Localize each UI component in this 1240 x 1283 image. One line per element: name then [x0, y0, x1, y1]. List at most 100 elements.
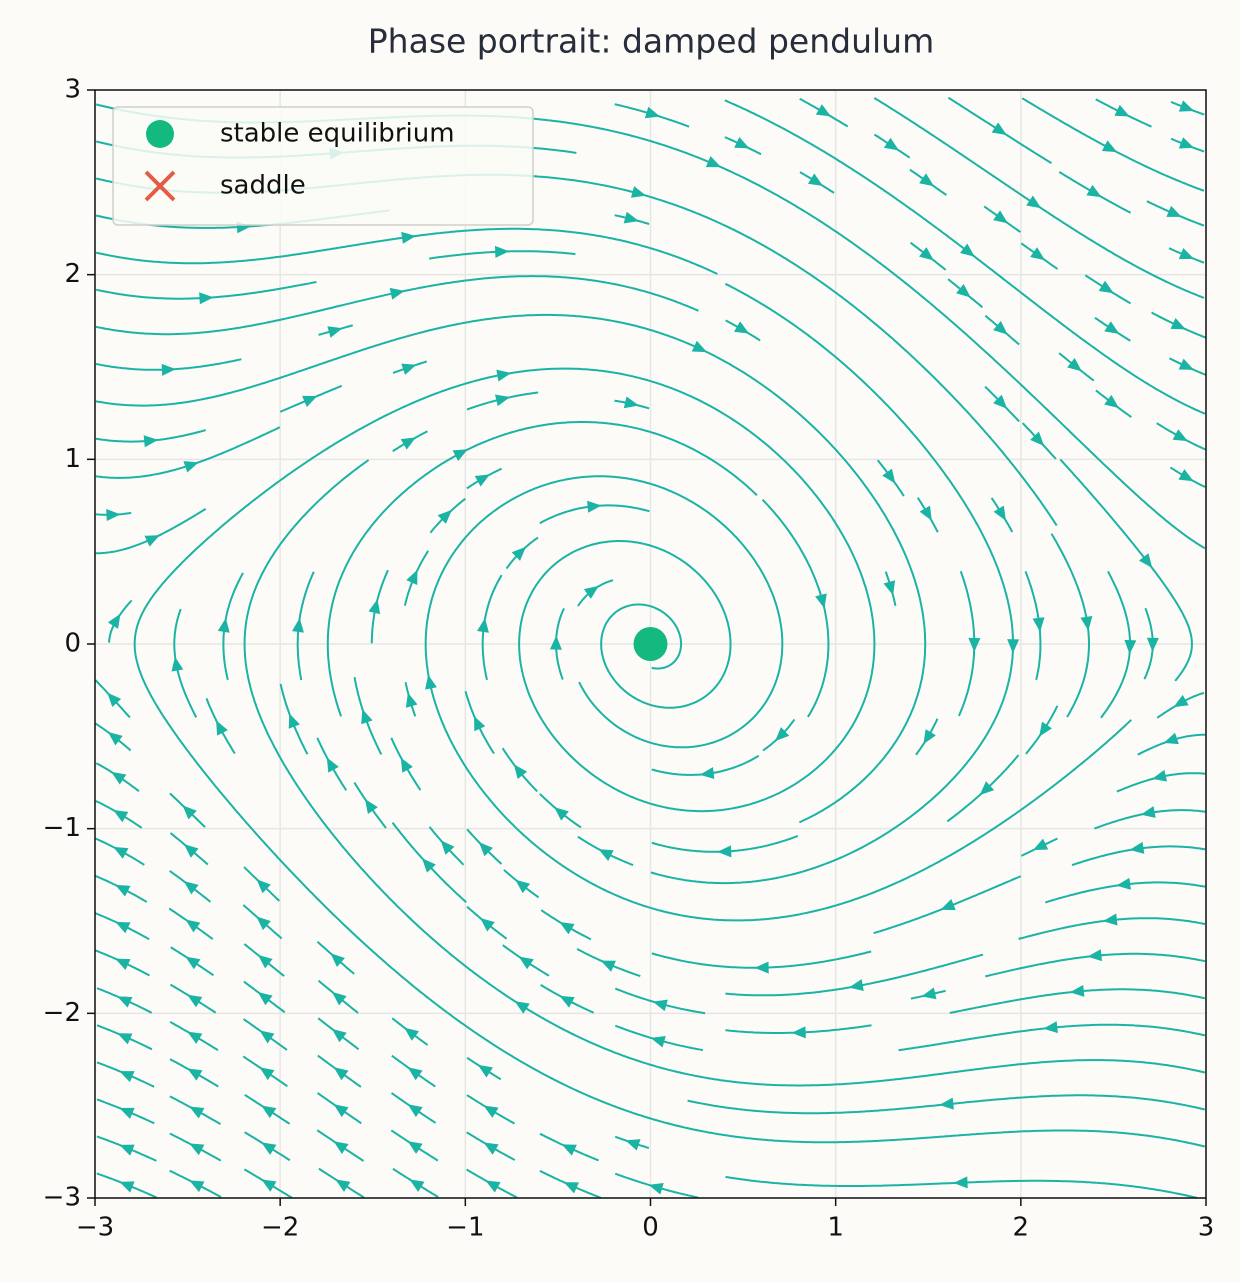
plot-frame [94, 89, 1207, 1199]
stream-arrow [474, 474, 490, 487]
stream-arrow [406, 569, 418, 586]
stream-arrow [333, 1141, 349, 1154]
stream-arrow [563, 1182, 579, 1194]
stream-arrow [1178, 137, 1195, 149]
stream-arrow [754, 961, 769, 974]
stream-arrow [1170, 318, 1186, 330]
stream-arrow [1043, 1021, 1058, 1034]
stream-arrow [425, 674, 437, 690]
stream-arrow [1172, 429, 1188, 442]
stream-arrow [1152, 769, 1168, 782]
y-tick-label: −1 [43, 813, 81, 843]
stream-arrow [331, 991, 347, 1006]
stream-arrow [474, 716, 486, 732]
stream-arrow [959, 243, 975, 257]
stream-arrow [1173, 694, 1189, 708]
stream-arrow [400, 757, 413, 773]
marker [144, 170, 176, 202]
stream-arrow [477, 617, 489, 633]
stream-arrow [630, 186, 647, 198]
stream-arrow [183, 844, 199, 858]
stream-arrow [775, 727, 790, 742]
stream-arrow [921, 987, 937, 1000]
stream-arrow [257, 991, 273, 1006]
y-tick-label: 1 [64, 444, 81, 474]
y-tick-label: −2 [43, 998, 81, 1028]
stream-arrow [119, 1071, 135, 1083]
stream-arrow [117, 996, 133, 1008]
markers [633, 627, 668, 661]
stream-arrow [1140, 806, 1156, 818]
stream-arrow [1178, 469, 1194, 482]
stream-arrow [1087, 949, 1102, 962]
stream-arrow [549, 635, 562, 650]
stream-arrow [848, 979, 864, 991]
stream-arrow [421, 858, 436, 873]
stream-arrow [189, 1180, 205, 1193]
streamlines [94, 96, 1207, 1199]
x-tick-label: −2 [261, 1213, 299, 1243]
stream-arrow [407, 1104, 423, 1118]
y-tick-label: 2 [64, 259, 81, 289]
stream-arrow [1163, 732, 1179, 745]
stream-arrow [991, 122, 1007, 135]
stream-arrow [187, 994, 203, 1008]
stream-arrow [361, 709, 373, 725]
stream-arrow [583, 585, 599, 599]
stream-arrow [494, 245, 510, 258]
chart-title: Phase portrait: damped pendulum [368, 22, 934, 61]
x-tick-label: 0 [642, 1213, 659, 1243]
marker [146, 120, 174, 148]
stream-arrow [256, 916, 271, 931]
stream-arrow [815, 104, 831, 117]
stream-arrow [171, 656, 184, 672]
legend-label: stable equilibrium [220, 119, 455, 149]
legend-label: saddle [220, 171, 306, 201]
stream-arrow [143, 435, 159, 448]
stream-arrow [496, 369, 512, 382]
stream-arrow [1178, 358, 1194, 370]
stream-arrow [1030, 247, 1046, 261]
stream-arrow [1138, 553, 1153, 569]
stream-arrow [333, 1104, 349, 1118]
stream-arrow [401, 231, 416, 244]
stream-arrow [623, 396, 639, 409]
stream-arrow [368, 599, 381, 615]
stream-arrow [119, 1181, 135, 1193]
stream-arrow [183, 461, 199, 473]
stream-arrow [217, 617, 230, 633]
stream-arrow [302, 395, 318, 407]
stream-arrow [256, 879, 271, 894]
stream-arrow [650, 1035, 666, 1048]
stream-arrow [483, 1142, 499, 1155]
stream-arrow [919, 505, 932, 521]
stream-arrow [261, 1105, 277, 1119]
stream-arrow [993, 210, 1009, 224]
stream-arrow [644, 106, 660, 119]
stream-arrow [161, 363, 176, 376]
stream-arrow [330, 953, 345, 968]
stream-arrow [1114, 104, 1130, 117]
stream-arrow [119, 1107, 135, 1119]
stream-arrow [111, 771, 127, 785]
stream-arrow [1080, 616, 1093, 631]
stream-arrow [1104, 321, 1120, 334]
stream-arrow [477, 1064, 493, 1078]
x-tick-label: 3 [1198, 1213, 1215, 1243]
stream-arrow [261, 1142, 277, 1155]
stream-arrow [199, 292, 214, 305]
stream-arrow [107, 732, 123, 746]
stream-arrow [185, 956, 201, 970]
stream-arrow [939, 1097, 954, 1110]
legend-box [112, 106, 534, 226]
stream-arrow [440, 840, 455, 855]
stream-arrow [1086, 184, 1102, 198]
stream-arrow [333, 1067, 349, 1081]
stream-arrow [216, 720, 228, 736]
stream-arrow [1032, 617, 1045, 632]
stream-arrow [511, 546, 526, 561]
stream-arrow [113, 809, 129, 823]
stream-arrow [1146, 637, 1159, 652]
stream-arrow [979, 781, 995, 796]
stream-arrow [559, 922, 575, 935]
